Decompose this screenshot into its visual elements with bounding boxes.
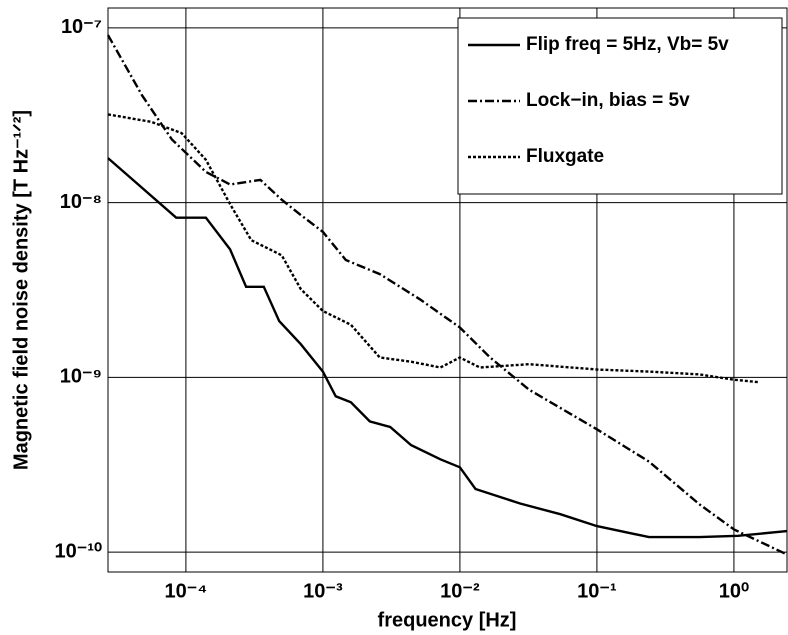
series-line	[107, 113, 759, 384]
legend-box	[457, 17, 783, 195]
series-line	[107, 157, 788, 539]
y-tick-label: 10⁻⁹	[60, 366, 102, 388]
x-tick-label: 10⁻⁴	[165, 580, 208, 602]
y-tick-label: 10⁻⁸	[60, 191, 102, 213]
y-tick-label: 10⁻⁷	[61, 16, 102, 38]
x-tick-label: 10⁻³	[303, 580, 343, 602]
x-axis-label: frequency [Hz]	[378, 609, 517, 631]
plot-frame	[107, 7, 788, 573]
x-tick-label: 10⁰	[719, 580, 749, 602]
series-line	[106, 34, 788, 556]
x-tick-label: 10⁻²	[440, 580, 480, 602]
legend-label: Flip freq = 5Hz, Vb= 5v	[526, 34, 729, 55]
y-tick-label: 10⁻¹⁰	[55, 540, 102, 562]
y-axis-label: Magnetic field noise density [T Hz⁻¹ᐟ²]	[10, 110, 32, 470]
legend-label: Lock−in, bias = 5v	[526, 90, 690, 111]
x-tick-label: 10⁻¹	[577, 580, 617, 602]
legend-label: Fluxgate	[526, 146, 604, 167]
